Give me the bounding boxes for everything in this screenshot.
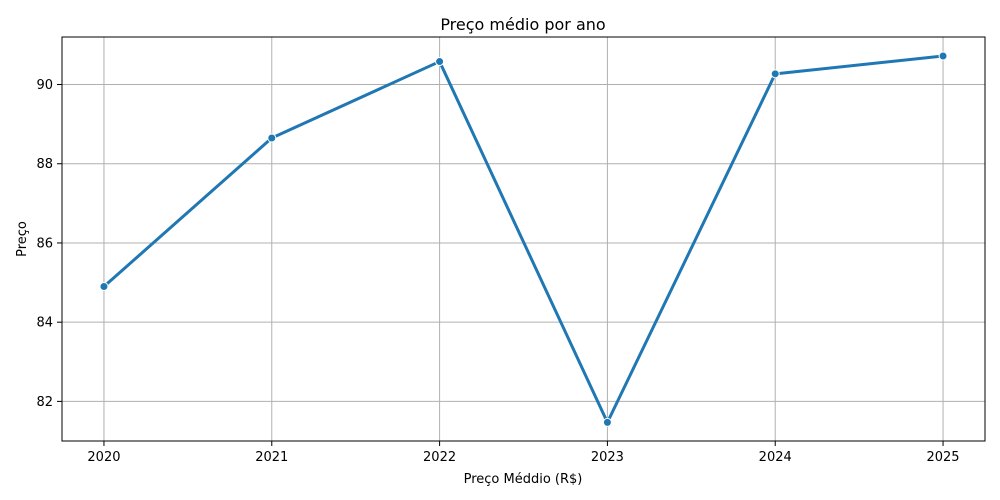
data-point <box>267 133 277 143</box>
plot-frame <box>61 36 986 442</box>
series-layer <box>99 51 948 427</box>
data-point <box>99 282 109 292</box>
x-tick-label: 2022 <box>423 450 456 465</box>
series-line <box>102 54 945 424</box>
y-tick-label: 90 <box>36 78 53 93</box>
y-tick-label: 84 <box>36 316 53 331</box>
x-axis-ticks: 2020 2021 2022 2023 2024 2025 <box>87 441 960 465</box>
x-tick-label: 2023 <box>591 450 624 465</box>
data-point <box>602 417 612 427</box>
data-point <box>770 69 780 79</box>
data-point <box>938 51 948 61</box>
y-tick-label: 82 <box>36 395 53 410</box>
x-tick-label: 2025 <box>926 450 959 465</box>
x-tick-label: 2021 <box>255 450 288 465</box>
y-tick-label: 88 <box>36 157 53 172</box>
data-point <box>435 57 445 67</box>
chart-title: Preço médio por ano <box>440 15 605 34</box>
y-tick-label: 86 <box>36 236 53 251</box>
y-axis-label: Preço <box>15 221 30 257</box>
x-tick-label: 2020 <box>87 450 120 465</box>
x-axis-label: Preço Méddio (R$) <box>464 472 583 487</box>
x-tick-label: 2024 <box>759 450 792 465</box>
y-axis-ticks: 82 84 86 88 90 <box>36 78 62 410</box>
